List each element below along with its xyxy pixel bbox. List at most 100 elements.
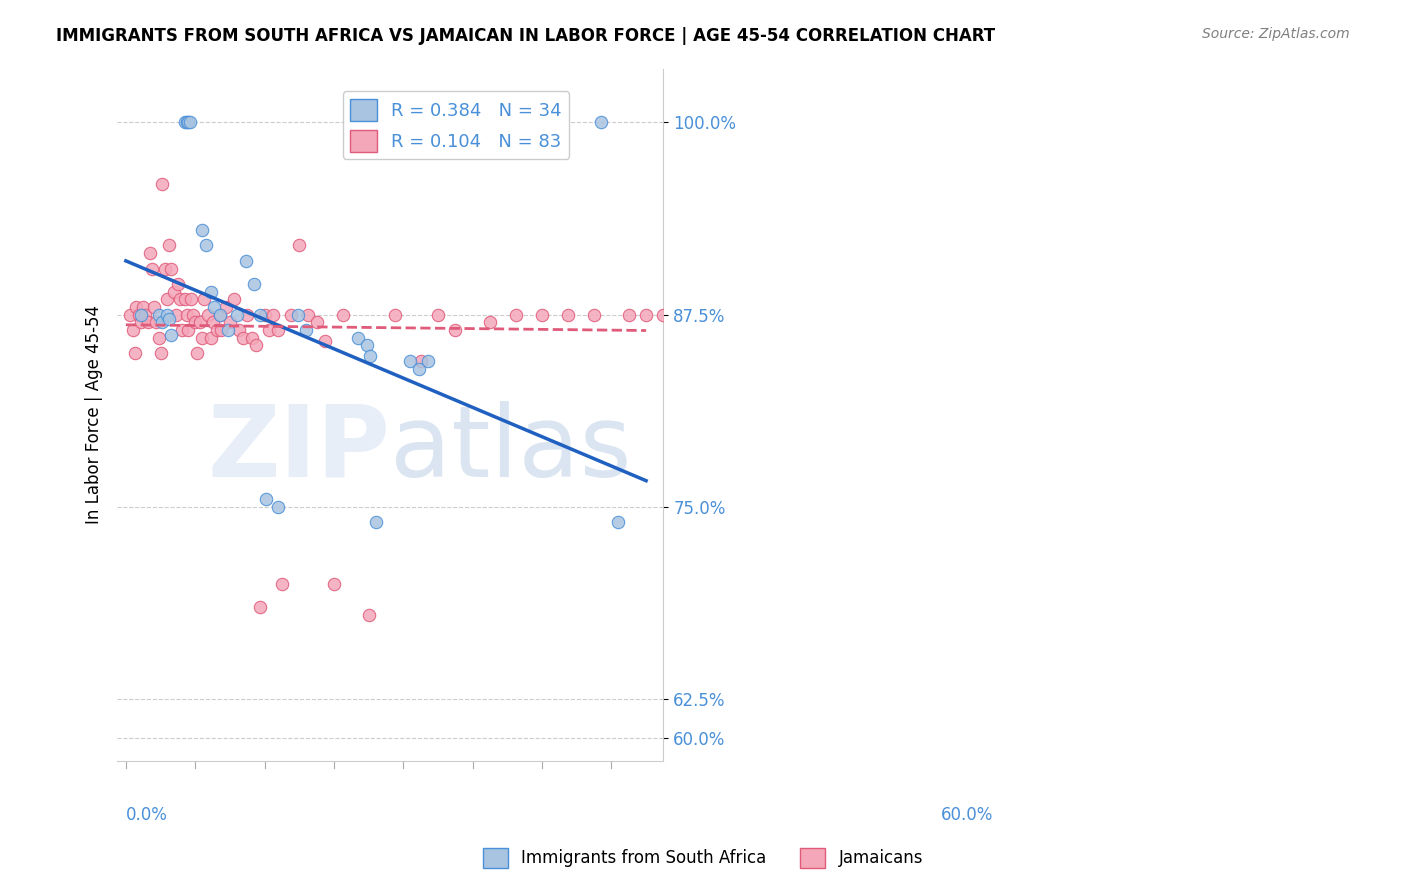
Point [249, 599, 271, 614]
Point [305, 315, 328, 329]
Point [172, 323, 194, 337]
Point [444, 323, 467, 337]
Point [280, 308, 302, 322]
Point [134, 308, 156, 322]
Legend: R = 0.384   N = 34, R = 0.104   N = 83: R = 0.384 N = 34, R = 0.104 N = 83 [343, 91, 569, 159]
Point [557, 308, 579, 322]
Point [120, 308, 142, 322]
Point [357, 607, 380, 622]
Point [243, 277, 266, 291]
Point [384, 308, 406, 322]
Point [136, 315, 159, 329]
Point [132, 300, 155, 314]
Point [253, 308, 276, 322]
Point [254, 492, 277, 507]
Point [150, 177, 173, 191]
Point [240, 331, 263, 345]
Text: 60.0%: 60.0% [941, 805, 993, 824]
Point [201, 315, 224, 329]
Point [202, 300, 225, 314]
Point [200, 285, 222, 299]
Point [825, 308, 848, 322]
Text: atlas: atlas [391, 401, 631, 498]
Point [583, 308, 606, 322]
Point [678, 308, 700, 322]
Y-axis label: In Labor Force | Age 45-54: In Labor Force | Age 45-54 [86, 305, 103, 524]
Point [193, 293, 215, 307]
Point [160, 261, 183, 276]
Legend: Immigrants from South Africa, Jamaicans: Immigrants from South Africa, Jamaicans [477, 841, 929, 875]
Point [183, 308, 205, 322]
Point [191, 223, 214, 237]
Point [153, 261, 176, 276]
Point [131, 315, 153, 329]
Point [165, 308, 187, 322]
Point [200, 331, 222, 345]
Point [479, 315, 502, 329]
Point [128, 308, 150, 322]
Point [245, 338, 267, 352]
Point [160, 327, 183, 342]
Point [266, 500, 288, 514]
Text: 0.0%: 0.0% [127, 805, 167, 824]
Point [359, 349, 381, 363]
Point [208, 308, 231, 322]
Point [323, 577, 346, 591]
Point [139, 246, 162, 260]
Point [287, 308, 309, 322]
Point [271, 577, 294, 591]
Point [125, 300, 148, 314]
Point [356, 338, 378, 352]
Point [288, 238, 311, 252]
Point [314, 334, 336, 348]
Point [149, 346, 172, 360]
Point [228, 323, 250, 337]
Point [391, 815, 413, 830]
Point [142, 300, 165, 314]
Point [721, 308, 744, 322]
Point [249, 308, 271, 322]
Point [145, 315, 167, 329]
Point [176, 308, 198, 322]
Point [157, 312, 180, 326]
Point [427, 308, 450, 322]
Point [186, 346, 208, 360]
Point [224, 293, 246, 307]
Point [184, 315, 207, 329]
Point [167, 277, 190, 291]
Point [162, 285, 184, 299]
Point [636, 308, 658, 322]
Point [225, 308, 247, 322]
Point [173, 293, 195, 307]
Point [156, 293, 179, 307]
Point [188, 315, 211, 329]
Point [180, 293, 202, 307]
Point [205, 323, 228, 337]
Point [808, 308, 831, 322]
Point [295, 323, 318, 337]
Point [219, 315, 242, 329]
Point [765, 308, 787, 322]
Point [169, 293, 191, 307]
Point [408, 361, 430, 376]
Point [141, 261, 163, 276]
Text: ZIP: ZIP [208, 401, 391, 498]
Point [505, 308, 527, 322]
Point [589, 115, 612, 129]
Point [740, 308, 762, 322]
Point [617, 308, 640, 322]
Point [652, 308, 675, 322]
Point [209, 323, 232, 337]
Point [124, 346, 146, 360]
Point [262, 308, 284, 322]
Point [297, 308, 319, 322]
Text: Source: ZipAtlas.com: Source: ZipAtlas.com [1202, 27, 1350, 41]
Point [266, 323, 288, 337]
Point [121, 323, 143, 337]
Point [157, 238, 180, 252]
Point [173, 115, 195, 129]
Point [257, 323, 280, 337]
Point [416, 354, 439, 368]
Point [792, 308, 814, 322]
Point [531, 308, 554, 322]
